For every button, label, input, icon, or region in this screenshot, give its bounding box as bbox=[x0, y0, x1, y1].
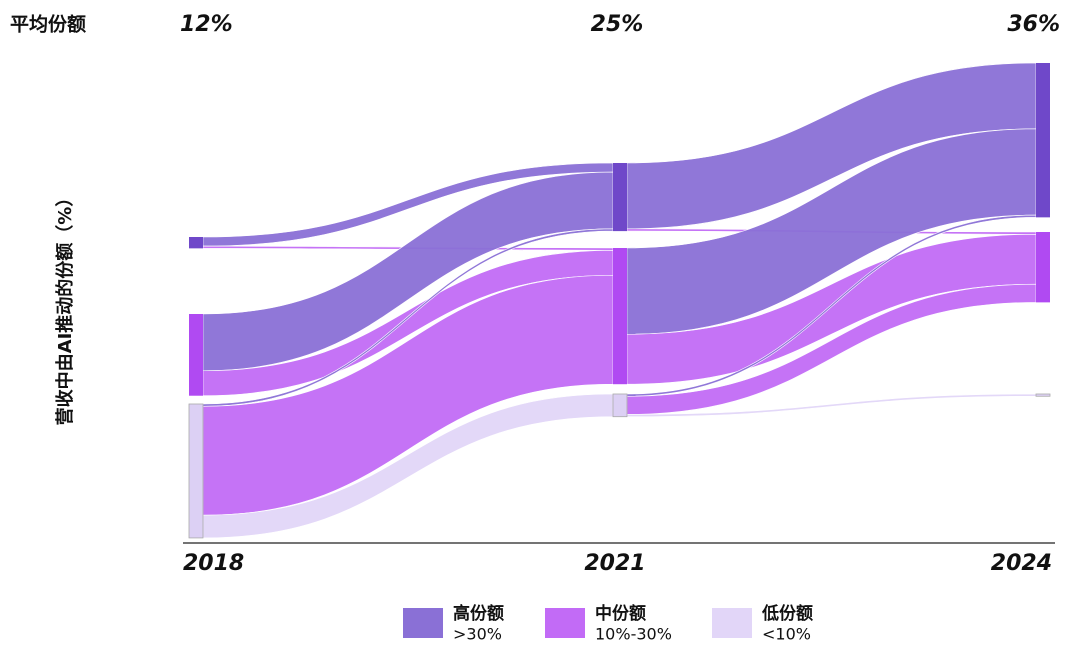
year-label: 2018 bbox=[183, 551, 244, 576]
node bbox=[613, 163, 627, 232]
legend-swatch bbox=[712, 608, 752, 638]
node bbox=[1035, 393, 1051, 397]
node bbox=[189, 314, 203, 396]
legend-name: 低份额 bbox=[761, 603, 813, 624]
year-label: 2024 bbox=[991, 551, 1052, 576]
node bbox=[612, 393, 628, 418]
legend-range: <10% bbox=[762, 625, 811, 644]
average-share: 36% bbox=[1007, 12, 1060, 37]
share-title: 平均份额 bbox=[10, 13, 86, 36]
average-share: 25% bbox=[591, 12, 644, 37]
legend-swatch bbox=[545, 608, 585, 638]
node bbox=[188, 403, 204, 539]
year-label: 2021 bbox=[584, 551, 645, 576]
node bbox=[189, 237, 203, 249]
legend-name: 高份额 bbox=[453, 603, 504, 624]
legend-name: 中份额 bbox=[595, 603, 646, 624]
node bbox=[613, 248, 627, 385]
legend-range: 10%-30% bbox=[595, 625, 672, 644]
average-share: 12% bbox=[180, 12, 233, 37]
legend-swatch bbox=[403, 608, 443, 638]
node bbox=[1036, 63, 1050, 218]
y-axis-label: 营收中由AI推动的份额（%） bbox=[54, 189, 76, 426]
node bbox=[1036, 232, 1050, 303]
legend-range: >30% bbox=[453, 625, 502, 644]
